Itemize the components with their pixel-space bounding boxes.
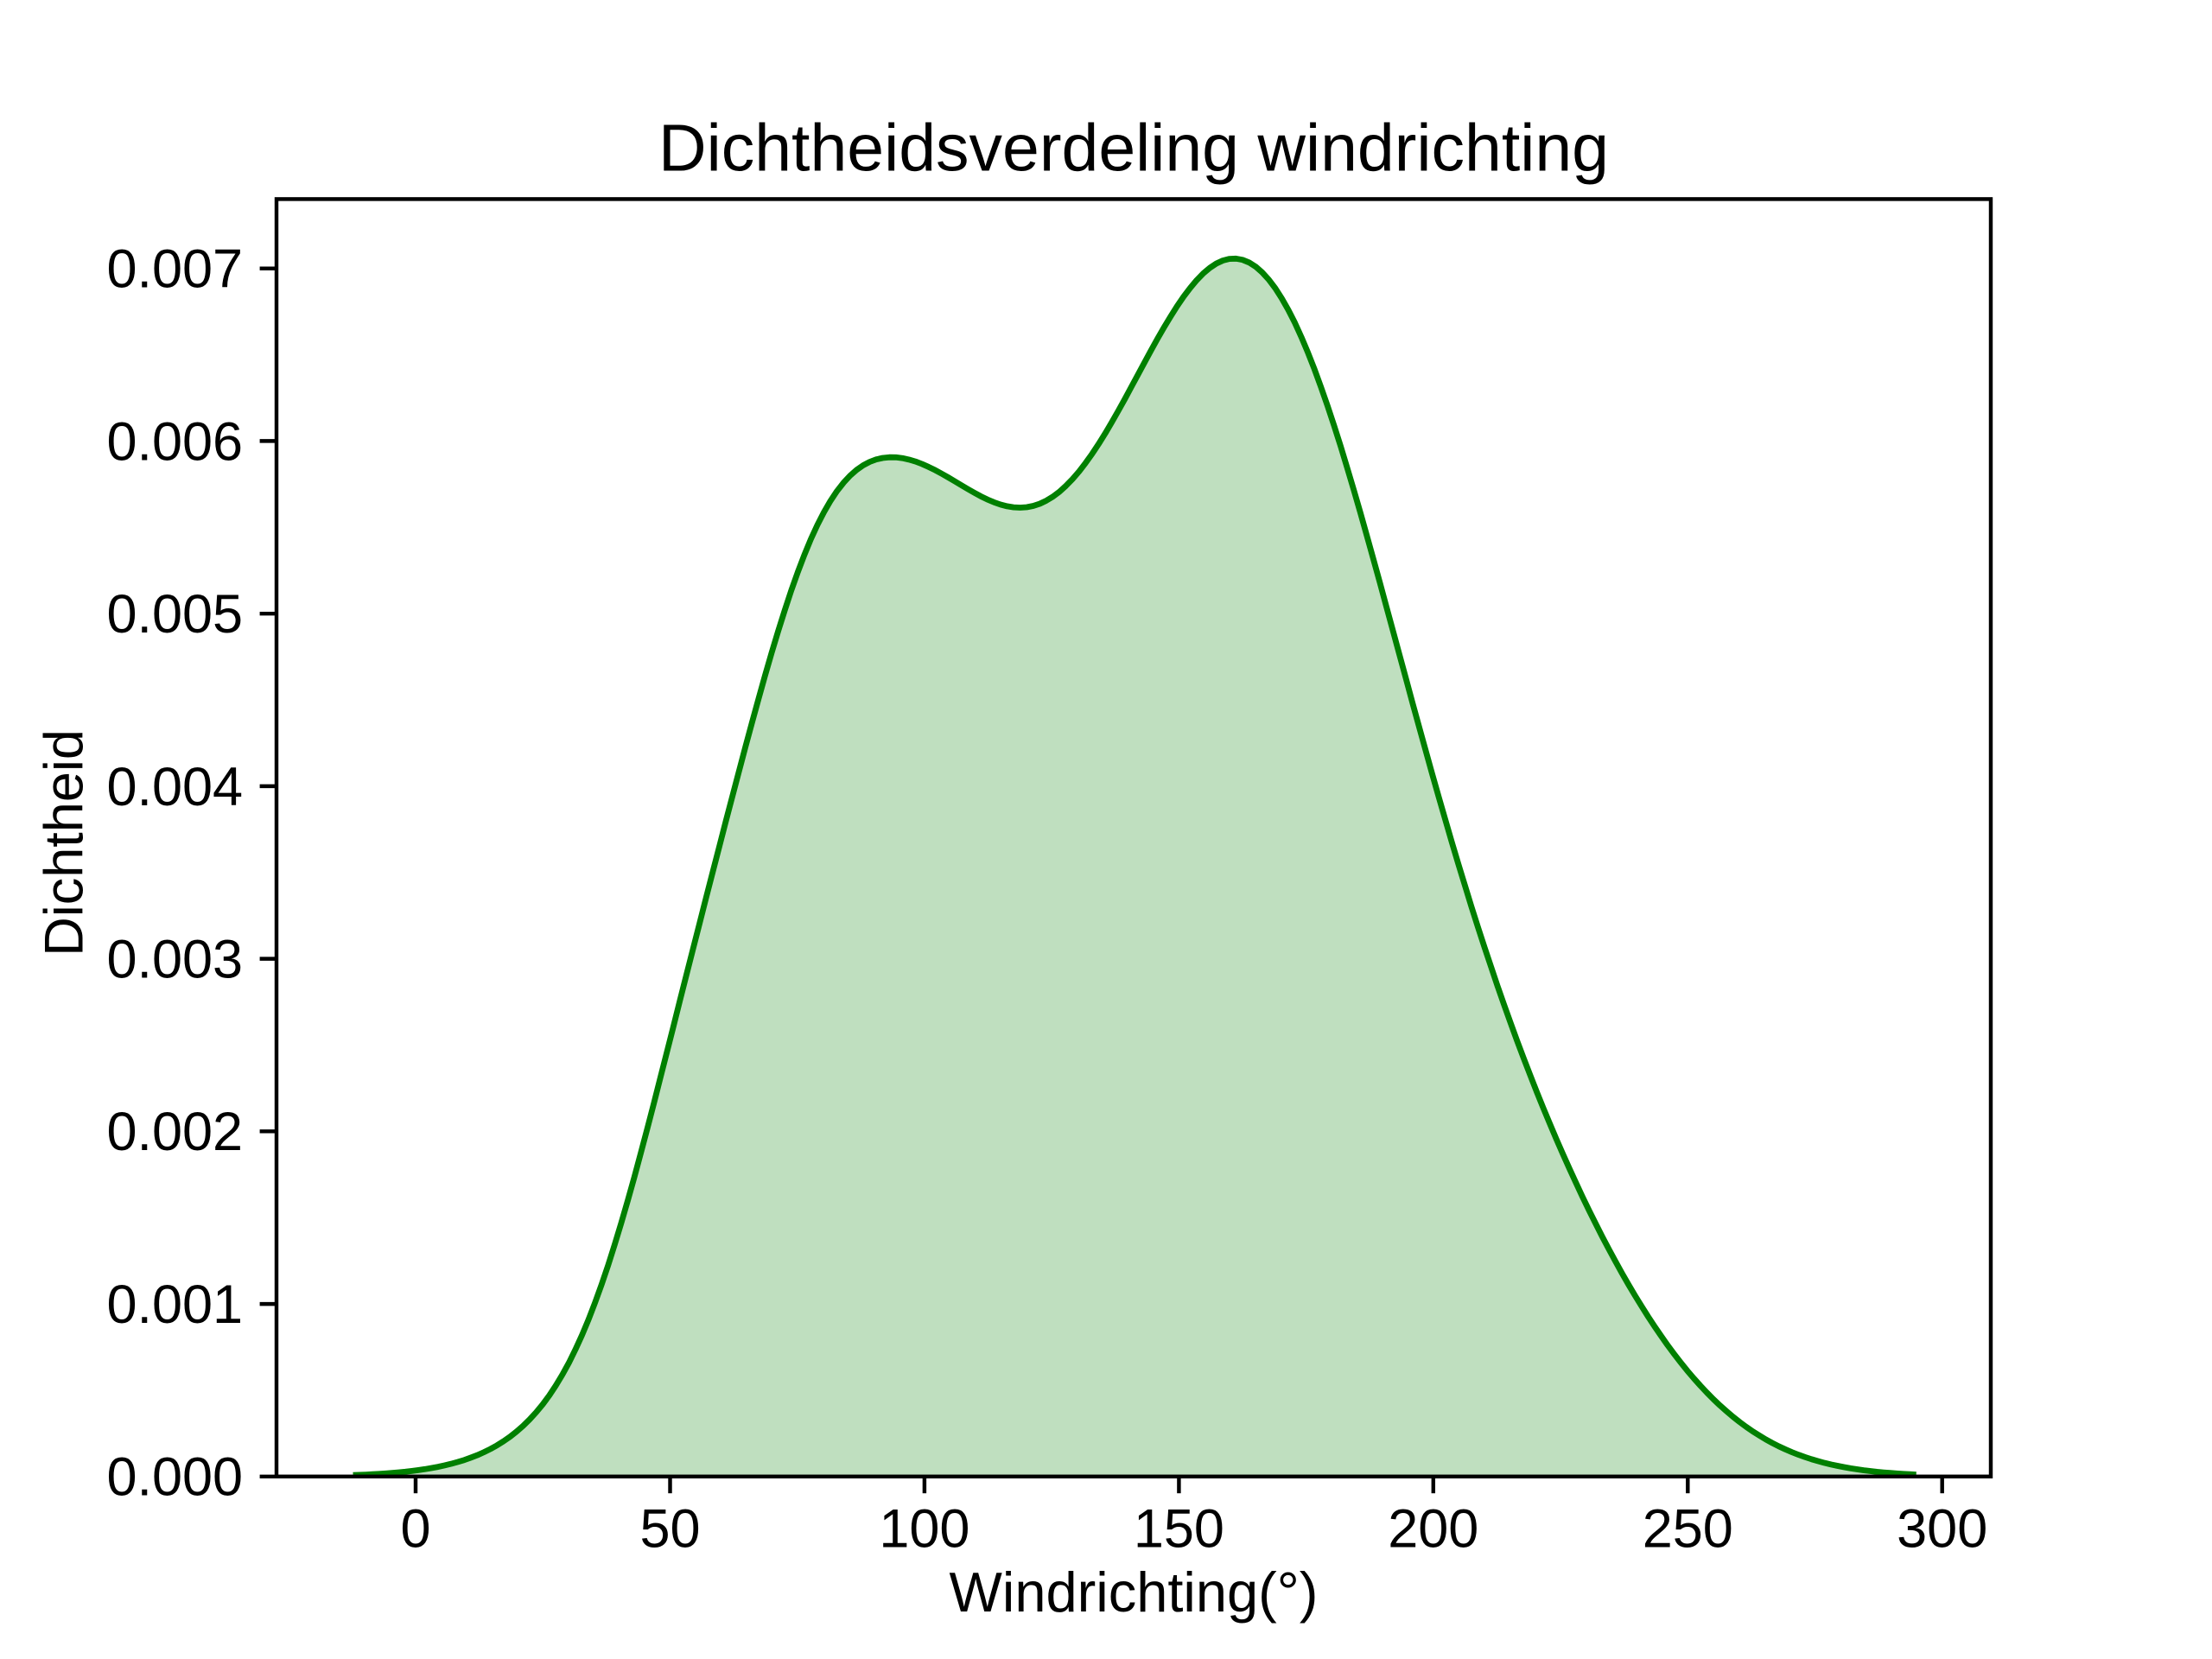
svg-text:0.006: 0.006 [106,411,243,472]
svg-text:0.001: 0.001 [106,1274,243,1335]
svg-text:0.003: 0.003 [106,930,243,990]
svg-text:0.002: 0.002 [106,1102,243,1162]
svg-text:250: 250 [1643,1499,1733,1560]
svg-text:300: 300 [1897,1499,1987,1560]
svg-text:Dichtheidsverdeling windrichti: Dichtheidsverdeling windrichting [658,111,1609,185]
svg-text:Dichtheid: Dichtheid [35,729,95,957]
svg-text:50: 50 [639,1499,700,1560]
svg-text:0.000: 0.000 [106,1447,243,1508]
svg-text:0.005: 0.005 [106,584,243,645]
svg-text:0.004: 0.004 [106,757,243,817]
svg-text:100: 100 [879,1499,969,1560]
svg-text:Windrichting(°): Windrichting(°) [950,1560,1319,1624]
svg-text:200: 200 [1388,1499,1478,1560]
svg-text:150: 150 [1134,1499,1224,1560]
svg-text:0.007: 0.007 [106,239,243,300]
svg-text:0: 0 [400,1499,430,1560]
